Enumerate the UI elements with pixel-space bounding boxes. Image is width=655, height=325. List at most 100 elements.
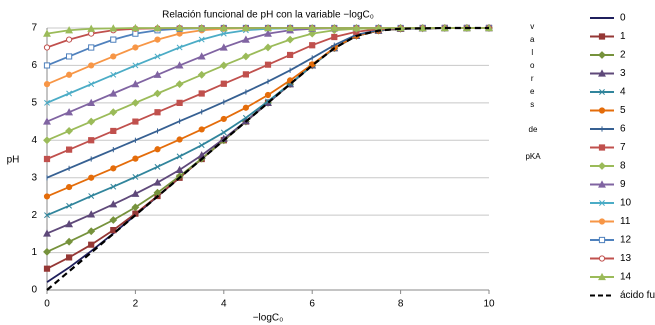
- marker: [131, 189, 140, 197]
- marker: [176, 44, 183, 51]
- marker: [153, 89, 162, 98]
- marker: [65, 26, 74, 34]
- marker: [330, 23, 339, 32]
- marker: [131, 203, 140, 212]
- marker: [175, 61, 184, 69]
- marker: [43, 29, 51, 37]
- marker: [309, 42, 316, 49]
- legend-label: 7: [620, 142, 626, 153]
- marker: [65, 108, 74, 116]
- marker: [132, 44, 139, 51]
- marker: [219, 23, 228, 32]
- marker: [154, 163, 161, 170]
- marker: [153, 70, 162, 78]
- marker: [220, 129, 227, 136]
- chart-title: Relación funcional de pH con la variable…: [162, 10, 374, 21]
- marker: [176, 153, 183, 160]
- marker: [241, 52, 250, 61]
- marker: [87, 24, 96, 32]
- legend-marker: [598, 144, 606, 151]
- marker: [110, 36, 117, 43]
- legend-marker: [598, 51, 606, 59]
- marker: [176, 136, 183, 143]
- marker: [198, 90, 205, 97]
- marker: [66, 53, 73, 60]
- side-label: de: [528, 125, 538, 134]
- marker: [175, 80, 184, 89]
- marker: [198, 142, 205, 149]
- legend-label: 4: [620, 87, 626, 98]
- marker: [219, 61, 228, 70]
- marker: [132, 155, 139, 162]
- marker: [198, 36, 205, 43]
- marker: [197, 23, 206, 32]
- marker: [43, 62, 51, 69]
- marker: [286, 23, 295, 32]
- marker: [87, 98, 96, 106]
- marker: [286, 35, 295, 44]
- marker: [132, 174, 139, 180]
- marker: [176, 99, 183, 106]
- y-tick-label: 3: [31, 172, 37, 183]
- marker: [219, 43, 228, 51]
- y-tick-label: 2: [31, 210, 37, 221]
- marker: [88, 44, 95, 51]
- marker: [65, 219, 74, 228]
- marker: [242, 71, 249, 78]
- side-label: pKA: [525, 152, 541, 161]
- y-tick-label: 0: [31, 285, 37, 296]
- marker: [220, 115, 227, 123]
- marker: [154, 109, 161, 116]
- legend-label: 1: [620, 31, 626, 42]
- marker: [153, 23, 162, 32]
- legend-label: 12: [620, 235, 632, 246]
- x-axis-label: −logC₀: [253, 313, 284, 324]
- marker: [241, 23, 250, 32]
- marker: [352, 23, 361, 32]
- marker: [88, 137, 95, 144]
- legend-label: 9: [620, 179, 626, 190]
- y-tick-label: 1: [31, 247, 37, 258]
- legend-marker: [598, 33, 606, 40]
- legend-label: 6: [620, 124, 626, 135]
- marker: [110, 183, 117, 190]
- marker: [109, 108, 118, 117]
- marker: [264, 43, 272, 52]
- marker: [418, 23, 427, 32]
- x-tick-label: 0: [44, 299, 50, 310]
- marker: [88, 193, 95, 200]
- marker: [110, 71, 117, 78]
- marker: [44, 212, 50, 219]
- y-tick-label: 4: [31, 135, 37, 146]
- marker: [308, 23, 317, 32]
- legend-marker: [598, 236, 606, 244]
- legend-marker: [598, 107, 606, 114]
- marker: [43, 193, 51, 200]
- marker: [264, 91, 272, 99]
- marker: [87, 210, 96, 218]
- marker: [88, 174, 95, 181]
- marker: [175, 23, 184, 32]
- marker: [131, 23, 140, 32]
- legend-label: ácido fuerte: [620, 290, 655, 301]
- marker: [109, 216, 118, 224]
- legend-marker: [598, 180, 606, 188]
- x-tick-label: 6: [309, 299, 315, 310]
- marker: [331, 33, 338, 41]
- marker: [110, 227, 117, 234]
- marker: [110, 127, 117, 135]
- x-tick-label: 8: [398, 299, 404, 310]
- marker: [220, 30, 227, 37]
- marker: [242, 104, 249, 111]
- marker: [87, 117, 96, 126]
- marker: [66, 202, 73, 209]
- marker: [66, 36, 73, 43]
- marker: [43, 81, 51, 88]
- marker: [88, 62, 95, 69]
- legend-label: 5: [620, 105, 626, 116]
- marker: [65, 127, 74, 135]
- marker: [43, 229, 51, 237]
- marker: [154, 53, 161, 60]
